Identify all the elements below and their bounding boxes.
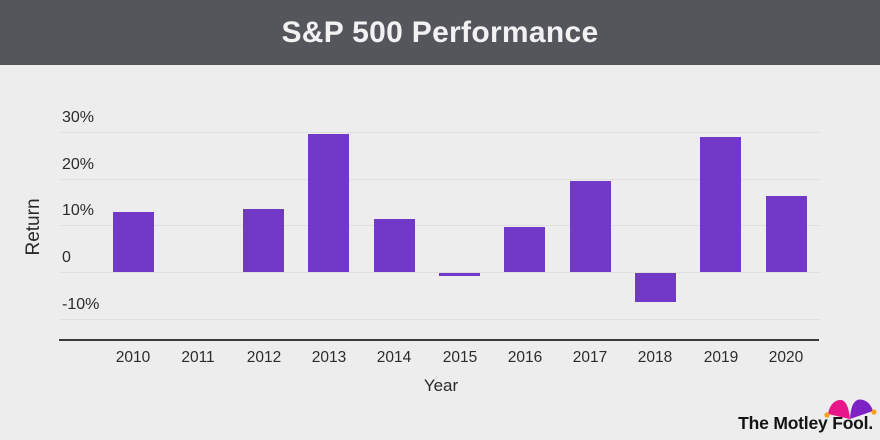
x-axis-label: Year: [423, 376, 459, 395]
y-tick-label: 20%: [62, 156, 95, 173]
x-tick-label-2020: 2020: [768, 349, 804, 366]
motley-fool-logo: The Motley Fool.: [738, 399, 877, 433]
bar-2018: [635, 273, 676, 302]
bar-2020: [766, 196, 807, 272]
bar-2014: [374, 219, 415, 272]
y-tick-label: 0: [62, 249, 71, 266]
x-tick-label-2012: 2012: [246, 349, 282, 366]
x-tick-label-2019: 2019: [703, 349, 739, 366]
bar-2012: [243, 209, 284, 272]
bar-2013: [308, 134, 349, 272]
x-tick-label-2018: 2018: [637, 349, 673, 366]
x-axis-line: [59, 339, 819, 341]
y-tick-label: 30%: [62, 109, 95, 126]
x-tick-label-2013: 2013: [311, 349, 347, 366]
page-title: S&P 500 Performance: [281, 15, 599, 49]
y-tick-label: -10%: [62, 296, 100, 313]
gridline-30%: [60, 132, 820, 133]
gridline-20%: [60, 179, 820, 180]
y-axis-label: Return: [23, 198, 44, 256]
x-tick-label-2010: 2010: [115, 349, 151, 366]
logo-text: The Motley Fool.: [738, 413, 873, 433]
x-tick-label-2011: 2011: [181, 349, 215, 366]
bar-2015: [439, 273, 480, 276]
x-tick-label-2014: 2014: [376, 349, 412, 366]
jester-hat-icon: [824, 399, 877, 419]
y-tick-label: 10%: [62, 202, 95, 219]
x-tick-label-2015: 2015: [442, 349, 478, 366]
bar-2016: [504, 227, 545, 272]
bar-2010: [113, 212, 154, 272]
bar-2017: [570, 181, 611, 272]
title-bar: S&P 500 Performance: [0, 0, 880, 65]
bar-2019: [700, 137, 741, 272]
x-tick-label-2016: 2016: [507, 349, 543, 366]
x-tick-label-2017: 2017: [572, 349, 608, 366]
gridline-0: [60, 272, 820, 273]
gridline-10%: [60, 225, 820, 226]
gridline--10%: [60, 319, 820, 320]
